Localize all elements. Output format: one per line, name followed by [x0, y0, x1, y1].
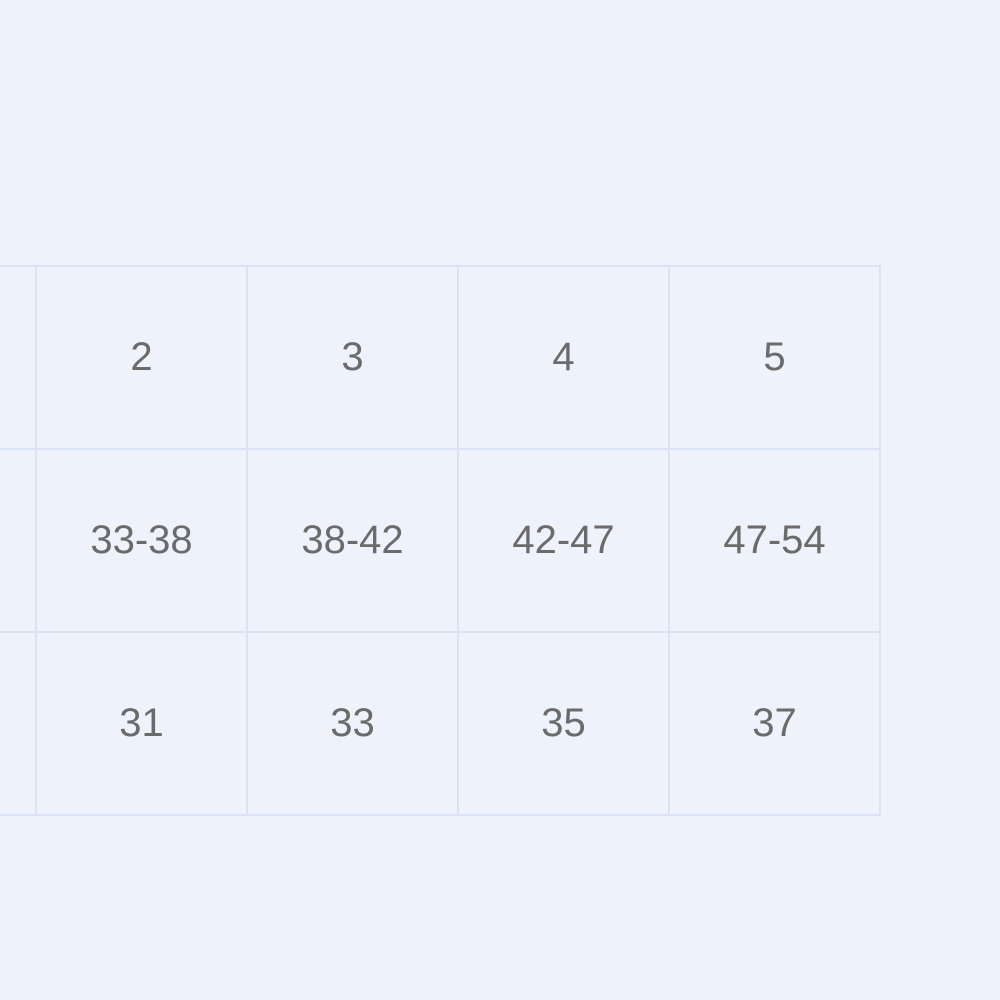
table-cell: 3 — [246, 265, 459, 450]
table-cell: 31 — [35, 631, 248, 816]
table-cell: 2 — [35, 265, 248, 450]
table-row: 2 3 4 5 — [0, 265, 881, 450]
table-cell: 37 — [668, 631, 881, 816]
table-row: 31 33 35 37 — [0, 631, 881, 816]
table-cell: 42-47 — [457, 448, 670, 633]
table-cell: 5 — [668, 265, 881, 450]
table-row: 33-38 38-42 42-47 47-54 — [0, 448, 881, 633]
size-table: 2 3 4 5 33-38 38-42 42-47 47-54 31 33 35… — [0, 265, 881, 816]
table-cell — [0, 265, 37, 450]
table-cell — [0, 448, 37, 633]
table-cell: 33 — [246, 631, 459, 816]
table-cell — [0, 631, 37, 816]
table-cell: 4 — [457, 265, 670, 450]
table-cell: 47-54 — [668, 448, 881, 633]
table-cell: 33-38 — [35, 448, 248, 633]
table-cell: 38-42 — [246, 448, 459, 633]
table-cell: 35 — [457, 631, 670, 816]
